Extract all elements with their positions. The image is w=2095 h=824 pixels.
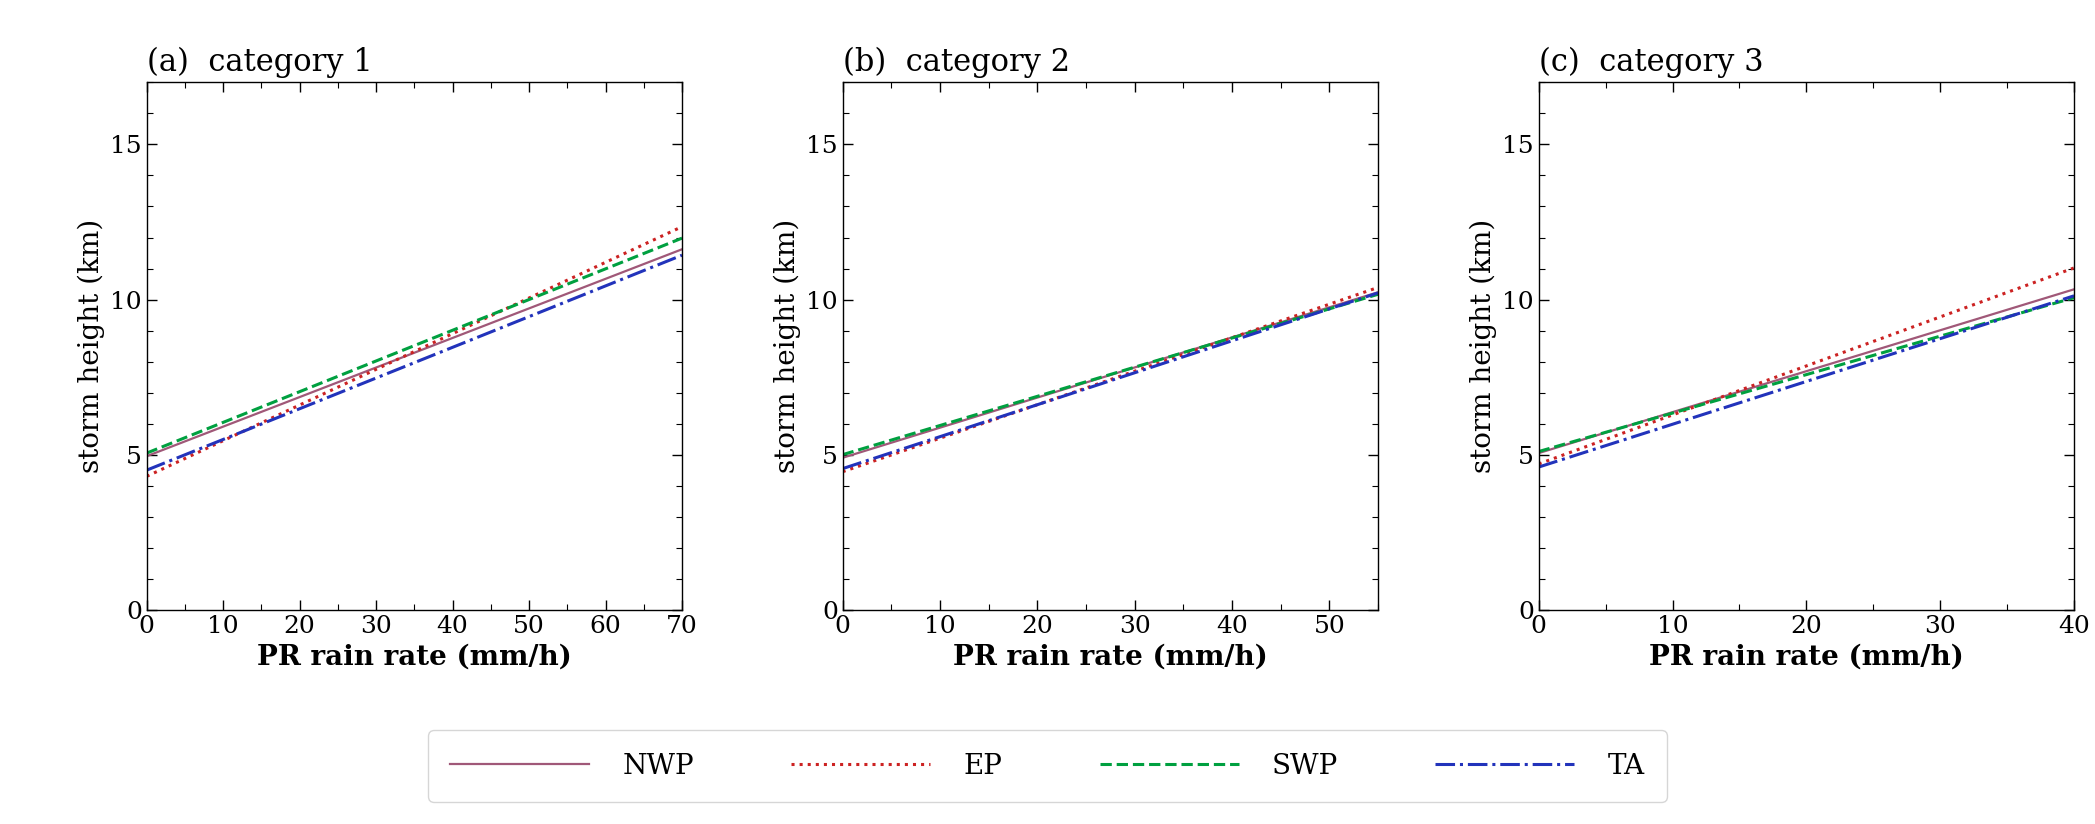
Y-axis label: storm height (km): storm height (km) [78,219,105,473]
Text: (b)  category 2: (b) category 2 [842,47,1071,78]
X-axis label: PR rain rate (mm/h): PR rain rate (mm/h) [953,644,1267,670]
Y-axis label: storm height (km): storm height (km) [1469,219,1496,473]
Text: (a)  category 1: (a) category 1 [147,47,373,78]
Text: (c)  category 3: (c) category 3 [1538,47,1764,78]
Y-axis label: storm height (km): storm height (km) [773,219,800,473]
X-axis label: PR rain rate (mm/h): PR rain rate (mm/h) [1649,644,1963,670]
Legend: NWP, EP, SWP, TA: NWP, EP, SWP, TA [427,730,1668,802]
X-axis label: PR rain rate (mm/h): PR rain rate (mm/h) [258,644,572,670]
